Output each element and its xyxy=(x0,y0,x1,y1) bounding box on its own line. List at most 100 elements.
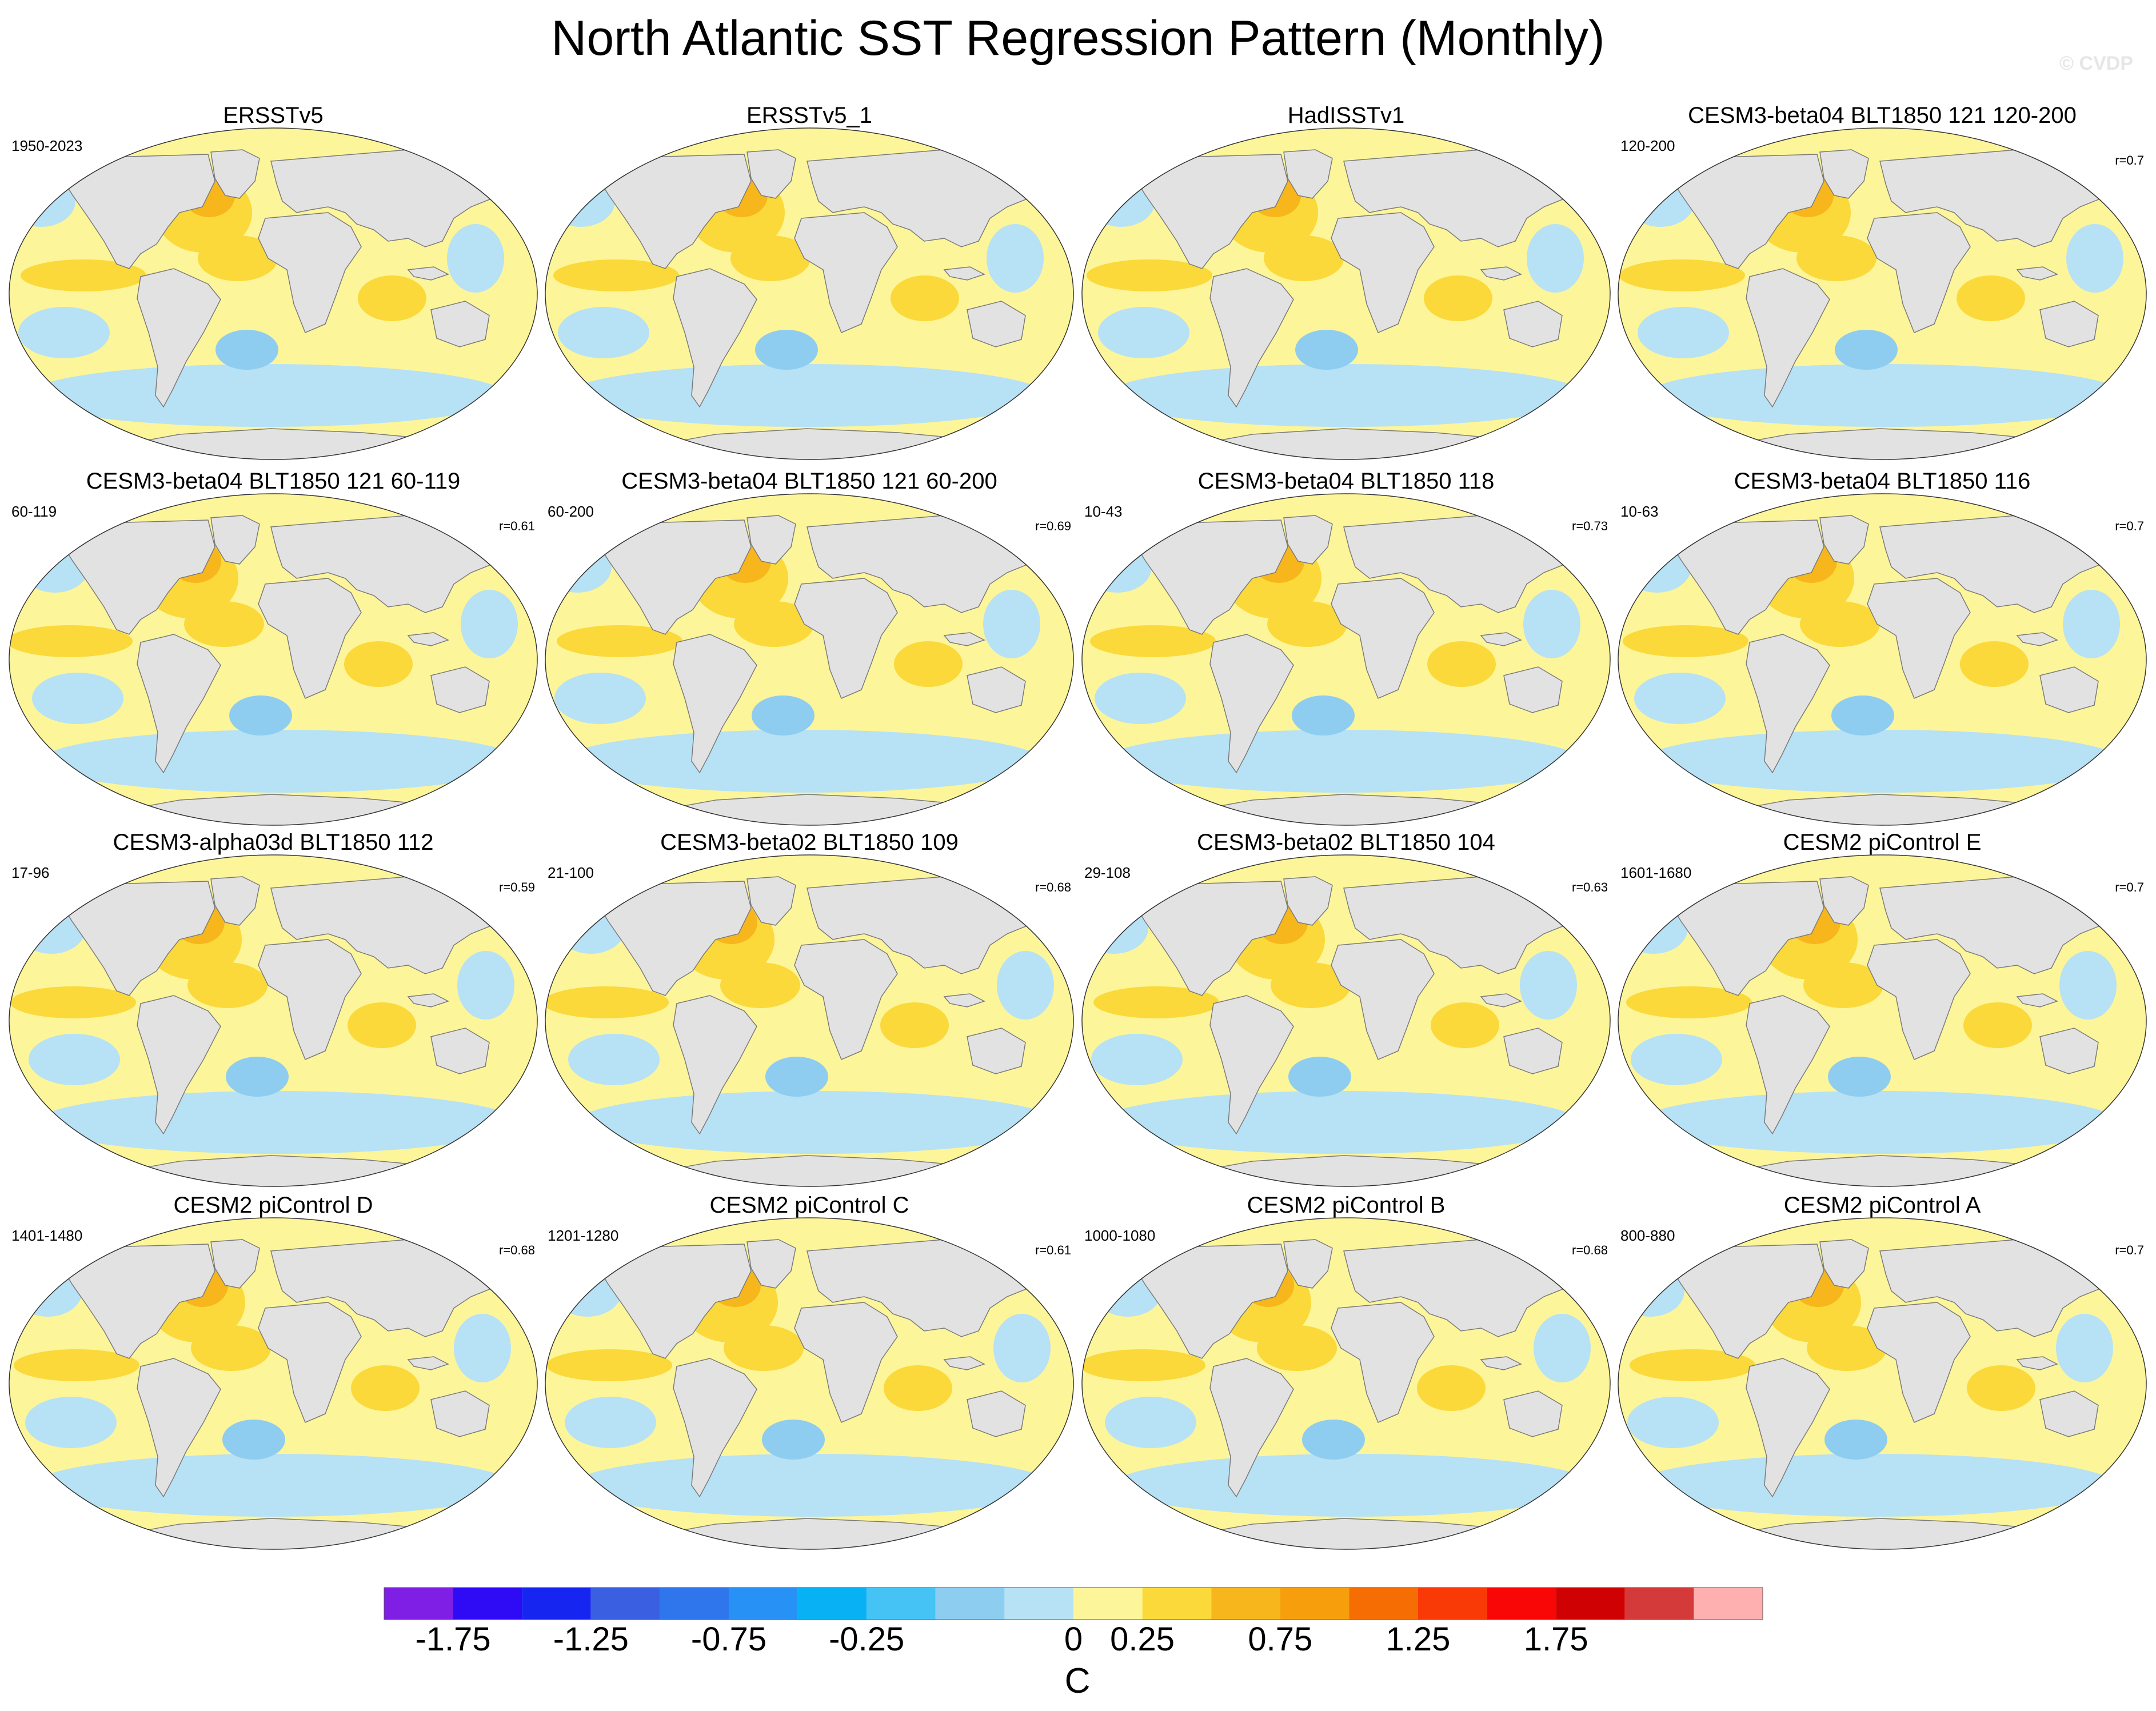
indian-ocean-warm-anomaly xyxy=(894,641,963,687)
north-america-land xyxy=(1132,519,1288,635)
south-america-land xyxy=(673,634,757,774)
north-pacific-cool-anomaly xyxy=(1083,541,1152,593)
panel-correlation-label: r=0.73 xyxy=(1572,519,1608,533)
south-atlantic-cool-anomaly xyxy=(1295,330,1358,370)
tropical-atlantic-warm-anomaly xyxy=(1271,962,1351,1008)
tropical-atlantic-warm-anomaly xyxy=(1264,235,1344,281)
colorbar-tick-label: -0.75 xyxy=(691,1621,766,1658)
colorbar-swatch xyxy=(1073,1588,1143,1620)
greenland-land xyxy=(1819,876,1869,926)
indian-ocean-warm-anomaly xyxy=(1431,1002,1499,1048)
robinson-map xyxy=(1618,1217,2147,1550)
north-america-land xyxy=(1132,154,1288,269)
pacific-warm-band xyxy=(1619,259,1745,291)
greenland-land xyxy=(746,149,796,199)
north-pacific-cool-anomaly xyxy=(1087,175,1155,227)
west-pacific-cool-anomaly xyxy=(1520,951,1577,1020)
australia-land xyxy=(2039,1028,2099,1074)
figure-title: North Atlantic SST Regression Pattern (M… xyxy=(551,11,1605,66)
africa-land xyxy=(1331,212,1435,333)
tropical-atlantic-warm-anomaly xyxy=(730,235,811,281)
pacific-warm-band xyxy=(546,1349,672,1381)
panel-period-label: 60-200 xyxy=(548,503,594,520)
panel-period-label: 1401-1480 xyxy=(11,1227,83,1244)
south-atlantic-cool-anomaly xyxy=(765,1057,828,1097)
indian-ocean-warm-anomaly xyxy=(1967,1365,2035,1411)
panel-title: CESM2 piControl B xyxy=(1247,1193,1446,1218)
south-atlantic-cool-anomaly xyxy=(1292,695,1355,735)
south-pacific-cool-anomaly xyxy=(558,307,649,358)
panel-title: CESM3-beta04 BLT1850 116 xyxy=(1734,469,2031,494)
australia-land xyxy=(1503,301,1563,347)
south-america-land xyxy=(673,268,757,408)
south-pacific-cool-anomaly xyxy=(565,1397,656,1448)
australia-land xyxy=(967,301,1026,347)
panel-title: CESM3-beta04 BLT1850 121 120-200 xyxy=(1688,103,2077,128)
south-pacific-cool-anomaly xyxy=(568,1034,660,1085)
pacific-warm-band xyxy=(1093,986,1219,1018)
indonesia-land xyxy=(407,1356,449,1370)
southern-ocean-cool-band xyxy=(562,730,1043,793)
pacific-warm-band xyxy=(1623,625,1748,657)
greenland-land xyxy=(746,1239,796,1289)
colorbar-swatch xyxy=(1004,1588,1073,1620)
map-panel: HadISSTv1 xyxy=(1077,102,1615,467)
indian-ocean-warm-anomaly xyxy=(348,1002,416,1048)
colorbar-tick-label: -1.25 xyxy=(553,1621,629,1658)
map-panel: CESM2 piControl B 1000-1080 r=0.68 xyxy=(1077,1192,1615,1557)
panel-title: CESM3-beta04 BLT1850 121 60-119 xyxy=(86,469,461,494)
north-pacific-cool-anomaly xyxy=(9,175,75,227)
australia-land xyxy=(967,1390,1026,1437)
north-america-land xyxy=(1132,881,1288,996)
map-panel: ERSSTv5_1 xyxy=(541,102,1078,467)
north-pacific-cool-anomaly xyxy=(14,1265,82,1317)
north-america-land xyxy=(595,1244,752,1359)
west-pacific-cool-anomaly xyxy=(2063,590,2120,658)
australia-land xyxy=(430,1390,490,1437)
north-pacific-cool-anomaly xyxy=(1082,902,1148,954)
greenland-land xyxy=(746,515,796,565)
south-pacific-cool-anomaly xyxy=(29,1034,120,1085)
indonesia-land xyxy=(2016,632,2058,646)
panel-title: CESM2 piControl C xyxy=(709,1193,909,1218)
panel-period-label: 1950-2023 xyxy=(11,137,83,154)
colorbar-swatch xyxy=(522,1588,591,1620)
north-america-land xyxy=(59,154,215,269)
south-pacific-cool-anomaly xyxy=(1638,307,1729,358)
colorbar-tick-label: -1.75 xyxy=(415,1621,490,1658)
copyright-label: © CVDP xyxy=(2059,53,2133,74)
map-border xyxy=(545,493,1074,826)
greenland-land xyxy=(1283,876,1333,926)
south-atlantic-cool-anomaly xyxy=(762,1420,825,1460)
tropical-atlantic-warm-anomaly xyxy=(191,1325,271,1371)
southern-ocean-cool-band xyxy=(1103,730,1583,793)
southern-ocean-cool-band xyxy=(1639,1091,2119,1154)
south-atlantic-cool-anomaly xyxy=(229,695,292,735)
indian-ocean-warm-anomaly xyxy=(358,275,426,321)
africa-land xyxy=(1331,939,1435,1060)
australia-land xyxy=(1503,1028,1563,1074)
panel-title: CESM3-beta02 BLT1850 104 xyxy=(1197,830,1495,855)
south-pacific-cool-anomaly xyxy=(1105,1397,1196,1448)
north-america-land xyxy=(1668,154,1824,269)
panel-period-label: 1601-1680 xyxy=(1620,864,1692,881)
west-pacific-cool-anomaly xyxy=(1534,1314,1591,1382)
greenland-land xyxy=(1283,515,1333,565)
north-pacific-cool-anomaly xyxy=(1623,541,1691,593)
map-panel: ERSSTv5 1950-2023 xyxy=(5,102,542,467)
map-panel: CESM3-beta02 BLT1850 104 29-108 r=0.63 xyxy=(1077,829,1615,1194)
indonesia-land xyxy=(407,993,449,1008)
south-pacific-cool-anomaly xyxy=(1631,1034,1722,1085)
south-america-land xyxy=(1209,995,1294,1135)
colorbar-swatch xyxy=(797,1588,867,1620)
panel-period-label: 800-880 xyxy=(1620,1227,1675,1244)
australia-land xyxy=(967,1028,1026,1074)
south-america-land xyxy=(1209,1358,1294,1498)
colorbar-swatch xyxy=(935,1588,1005,1620)
robinson-map xyxy=(9,493,538,826)
south-pacific-cool-anomaly xyxy=(1627,1397,1719,1448)
greenland-land xyxy=(1283,149,1333,199)
south-pacific-cool-anomaly xyxy=(554,673,646,724)
south-america-land xyxy=(1746,634,1830,774)
panel-correlation-label: r=0.68 xyxy=(1572,1243,1608,1257)
